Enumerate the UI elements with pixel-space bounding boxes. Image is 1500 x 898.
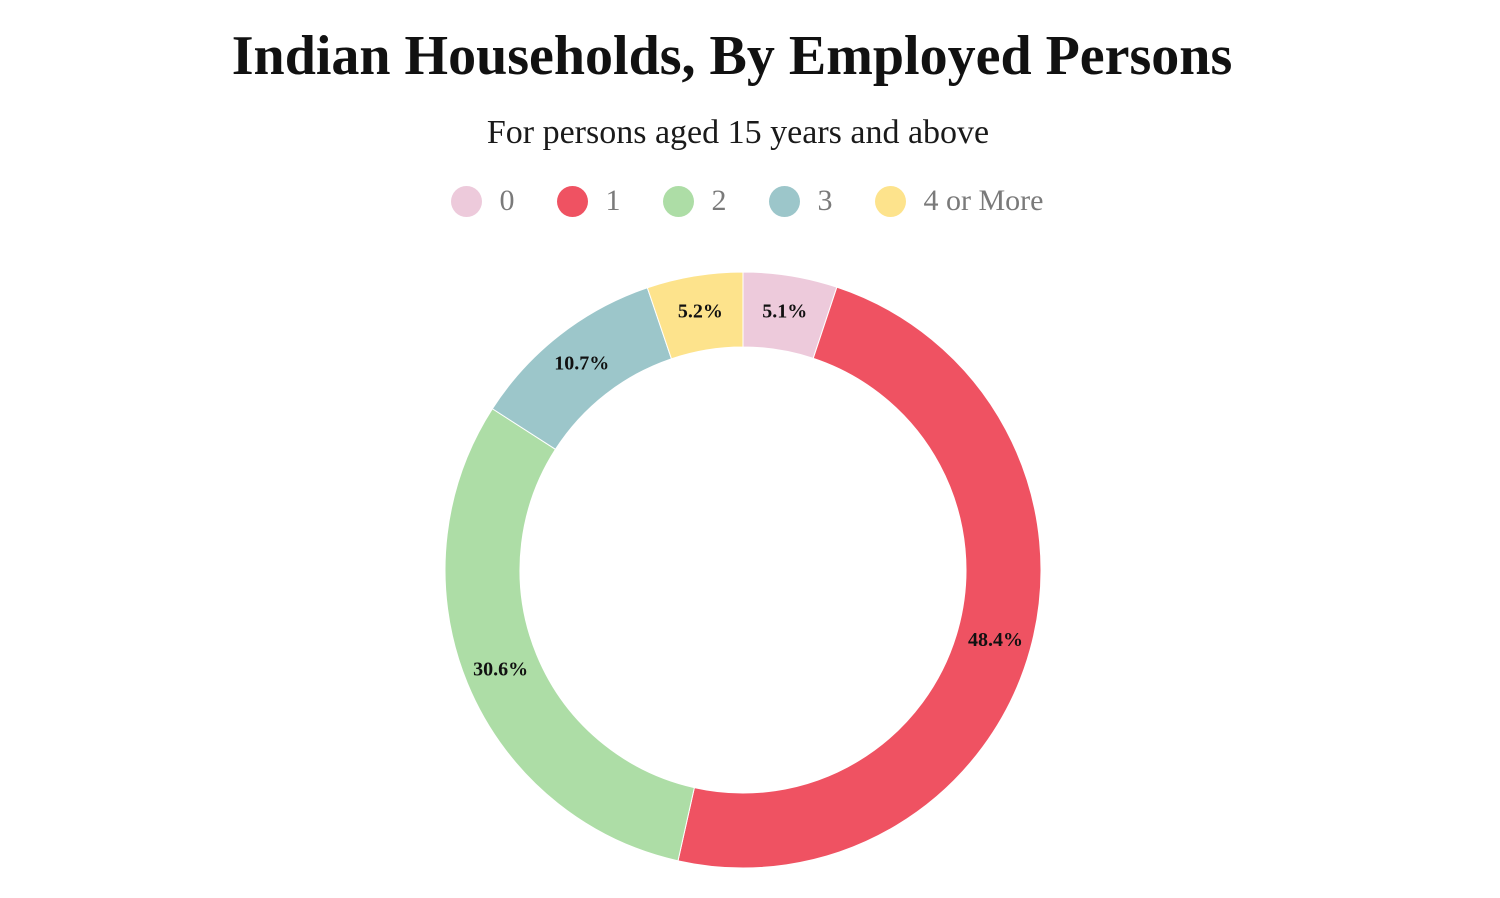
legend-swatch <box>450 185 482 217</box>
legend-label: 0 <box>499 184 515 217</box>
slice-value-label: 30.6% <box>473 659 528 681</box>
legend-label: 1 <box>605 184 621 217</box>
legend-swatch <box>556 185 588 217</box>
donut-slice-1[interactable] <box>677 286 1042 869</box>
slice-value-label: 5.1% <box>762 300 807 322</box>
legend-item-4-or-more[interactable]: 4 or More <box>874 184 1044 218</box>
slice-value-label: 48.4% <box>968 629 1023 651</box>
legend-swatch <box>768 185 800 217</box>
chart-subtitle: For persons aged 15 years and above <box>486 114 990 151</box>
slice-value-label: 10.7% <box>554 352 609 374</box>
legend-item-3[interactable]: 3 <box>768 184 833 218</box>
donut-slice-4-or-more[interactable] <box>646 271 744 360</box>
legend: 0 1 2 3 4 or More <box>0 184 1494 218</box>
legend-label: 4 or More <box>923 184 1044 217</box>
legend-item-1[interactable]: 1 <box>556 184 621 218</box>
legend-swatch <box>874 185 906 217</box>
legend-swatch <box>662 185 694 217</box>
legend-label: 3 <box>817 184 833 217</box>
legend-item-2[interactable]: 2 <box>662 184 727 218</box>
donut-slice-2[interactable] <box>444 408 695 862</box>
slice-value-label: 5.2% <box>678 300 723 322</box>
legend-item-0[interactable]: 0 <box>450 184 515 218</box>
chart-title: Indian Households, By Employed Persons <box>231 25 1233 87</box>
legend-label: 2 <box>711 184 727 217</box>
